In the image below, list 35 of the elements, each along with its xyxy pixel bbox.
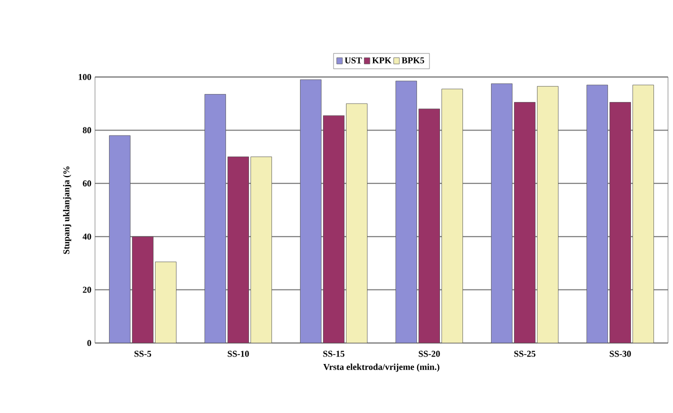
legend-label: UST — [344, 57, 362, 64]
bar — [537, 86, 558, 343]
y-tick-label: 0 — [87, 340, 92, 346]
x-axis-title: Vrsta elektroda/vrijeme (min.) — [323, 364, 440, 372]
y-tick-label: 20 — [82, 286, 92, 293]
bar — [204, 94, 226, 343]
bar — [396, 80, 417, 343]
x-tick-label: SS-20 — [418, 350, 440, 357]
bar — [300, 79, 322, 343]
y-tick-label: 80 — [82, 127, 92, 134]
bar — [491, 83, 512, 343]
bar — [346, 103, 368, 343]
x-tick-label: SS-5 — [134, 350, 152, 357]
legend-label: KPK — [372, 57, 392, 64]
bar — [632, 84, 654, 343]
bar — [586, 84, 608, 343]
x-tick-label: SS-10 — [228, 350, 249, 357]
bar — [250, 156, 272, 343]
bar — [323, 115, 344, 343]
y-tick-label: 100 — [78, 74, 92, 80]
bar — [132, 236, 154, 343]
y-tick-label: 40 — [82, 234, 92, 240]
x-tick-label: SS-25 — [514, 350, 536, 357]
x-tick-label: SS-15 — [323, 350, 344, 357]
bar — [418, 108, 440, 343]
bar — [514, 102, 536, 343]
bar — [610, 102, 631, 343]
bar — [228, 156, 249, 343]
y-tick-label: 60 — [82, 180, 92, 186]
bar — [109, 135, 130, 343]
bar — [442, 88, 463, 343]
legend-label: BPK5 — [402, 57, 424, 64]
bar — [155, 262, 176, 343]
y-axis-title: Stupanj uklanjanja (% — [63, 166, 72, 254]
x-tick-label: SS-30 — [610, 350, 631, 357]
